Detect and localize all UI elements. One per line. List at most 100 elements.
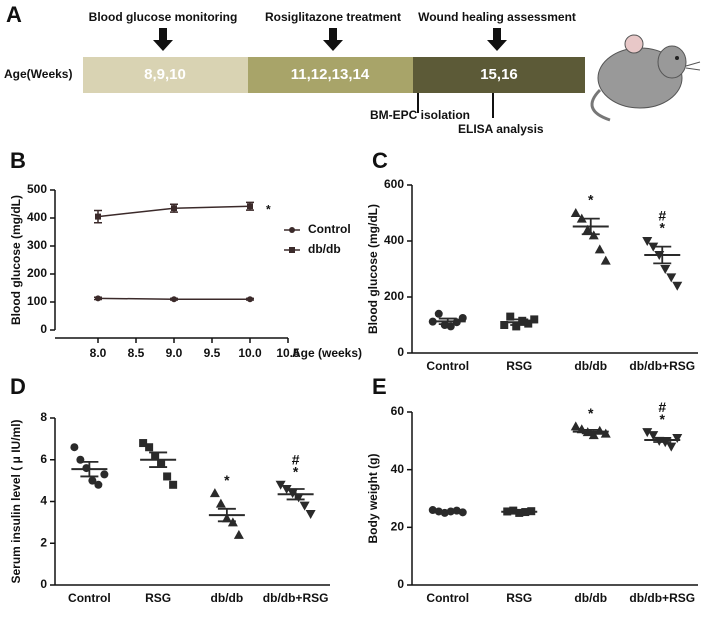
annotation: * <box>660 220 666 236</box>
point <box>215 498 226 508</box>
segment <box>83 57 248 93</box>
arrow-label: Blood glucose monitoring <box>89 10 238 24</box>
x-tick-label: db/db+RSG <box>629 359 695 373</box>
annotation: * <box>224 472 230 488</box>
point <box>500 321 509 329</box>
point <box>151 451 160 460</box>
annotation: # <box>658 208 666 224</box>
x-tick-label: db/db <box>211 591 244 605</box>
segment-label: 15,16 <box>480 66 518 83</box>
point <box>672 433 683 443</box>
x-tick-label: 10.0 <box>238 346 262 360</box>
legend-label: Control <box>308 222 351 236</box>
sem-bar <box>438 317 457 326</box>
sem-bar <box>286 488 305 501</box>
y-axis-label: Serum insulin level ( μ IU/ml) <box>9 419 23 583</box>
y-axis-label: Body weight (g) <box>366 454 380 544</box>
point <box>666 442 677 452</box>
y-tick-label: 20 <box>391 520 405 534</box>
x-tick-label: 9.5 <box>204 346 221 360</box>
x-tick-label: 8.0 <box>90 346 107 360</box>
annotation: # <box>292 452 300 468</box>
point <box>100 470 109 479</box>
point <box>518 316 527 325</box>
sem-bar <box>581 428 600 435</box>
y-axis-label: Blood glucose (mg/dL) <box>366 204 380 334</box>
sem-bar <box>149 451 168 468</box>
point <box>95 213 101 220</box>
point <box>95 295 101 302</box>
y-tick-label: 2 <box>40 535 47 549</box>
panel-label: C <box>372 148 388 173</box>
panel-a: A Age(Weeks) 8,9,10 11,12,13,14 15,16 Bl… <box>4 2 701 136</box>
point <box>672 281 683 291</box>
point <box>145 443 154 452</box>
point <box>171 296 177 303</box>
x-tick-label: 9.0 <box>166 346 183 360</box>
point <box>299 501 310 511</box>
x-axis-label: Age (weeks) <box>292 346 362 360</box>
legend-label: db/db <box>308 242 341 256</box>
point <box>512 322 521 331</box>
point <box>157 459 166 468</box>
point <box>666 273 677 283</box>
point <box>275 480 286 490</box>
annotation: * <box>266 202 271 216</box>
x-tick-label: RSG <box>506 591 532 605</box>
segment <box>248 57 413 93</box>
mouse-icon <box>590 34 701 122</box>
point <box>648 431 659 441</box>
point <box>530 315 539 324</box>
arrows <box>153 28 507 51</box>
annotation: * <box>588 405 594 421</box>
age-label: Age(Weeks) <box>4 67 72 81</box>
y-tick-label: 400 <box>384 233 404 247</box>
panel-label: A <box>6 2 22 27</box>
sem-bar <box>653 437 672 443</box>
panel-label: B <box>10 148 26 173</box>
sem-bar <box>510 509 529 514</box>
point <box>247 296 253 303</box>
segment <box>413 57 585 93</box>
point <box>594 244 605 254</box>
y-tick-label: 60 <box>391 404 405 418</box>
point <box>171 205 177 212</box>
y-axis-label: Blood glucose (mg/dL) <box>9 195 23 325</box>
point <box>660 265 671 274</box>
sem-bar <box>80 460 99 478</box>
annotation: * <box>588 192 594 208</box>
y-tick-label: 200 <box>27 266 47 280</box>
sem-bar <box>438 509 457 514</box>
x-tick-label: Control <box>426 359 469 373</box>
point <box>524 319 533 328</box>
point <box>642 237 653 246</box>
arrow-label: Wound healing assessment <box>418 10 576 24</box>
y-tick-label: 200 <box>384 289 404 303</box>
y-tick-label: 4 <box>40 494 47 508</box>
y-tick-label: 0 <box>40 577 47 591</box>
annotation: * <box>660 411 666 427</box>
x-tick-label: Control <box>426 591 469 605</box>
y-tick-label: 100 <box>27 294 47 308</box>
point <box>70 443 79 452</box>
segment-label: 8,9,10 <box>144 66 186 83</box>
point <box>247 203 253 210</box>
point <box>570 421 581 431</box>
arrow-label: Rosiglitazone treatment <box>265 10 401 24</box>
point <box>506 312 515 321</box>
x-tick-label: db/db <box>574 591 607 605</box>
annotation: * <box>293 464 299 480</box>
x-tick-label: Control <box>68 591 111 605</box>
y-tick-label: 40 <box>391 462 405 476</box>
x-tick-label: db/db+RSG <box>629 591 695 605</box>
x-tick-label: db/db <box>574 359 607 373</box>
point <box>600 428 611 438</box>
panel-label: D <box>10 374 26 399</box>
annotation: # <box>658 399 666 415</box>
point <box>233 529 244 539</box>
x-tick-label: RSG <box>145 591 171 605</box>
y-tick-label: 0 <box>397 577 404 591</box>
y-tick-label: 500 <box>27 182 47 196</box>
sem-bar <box>217 507 236 523</box>
y-tick-label: 8 <box>40 410 47 424</box>
